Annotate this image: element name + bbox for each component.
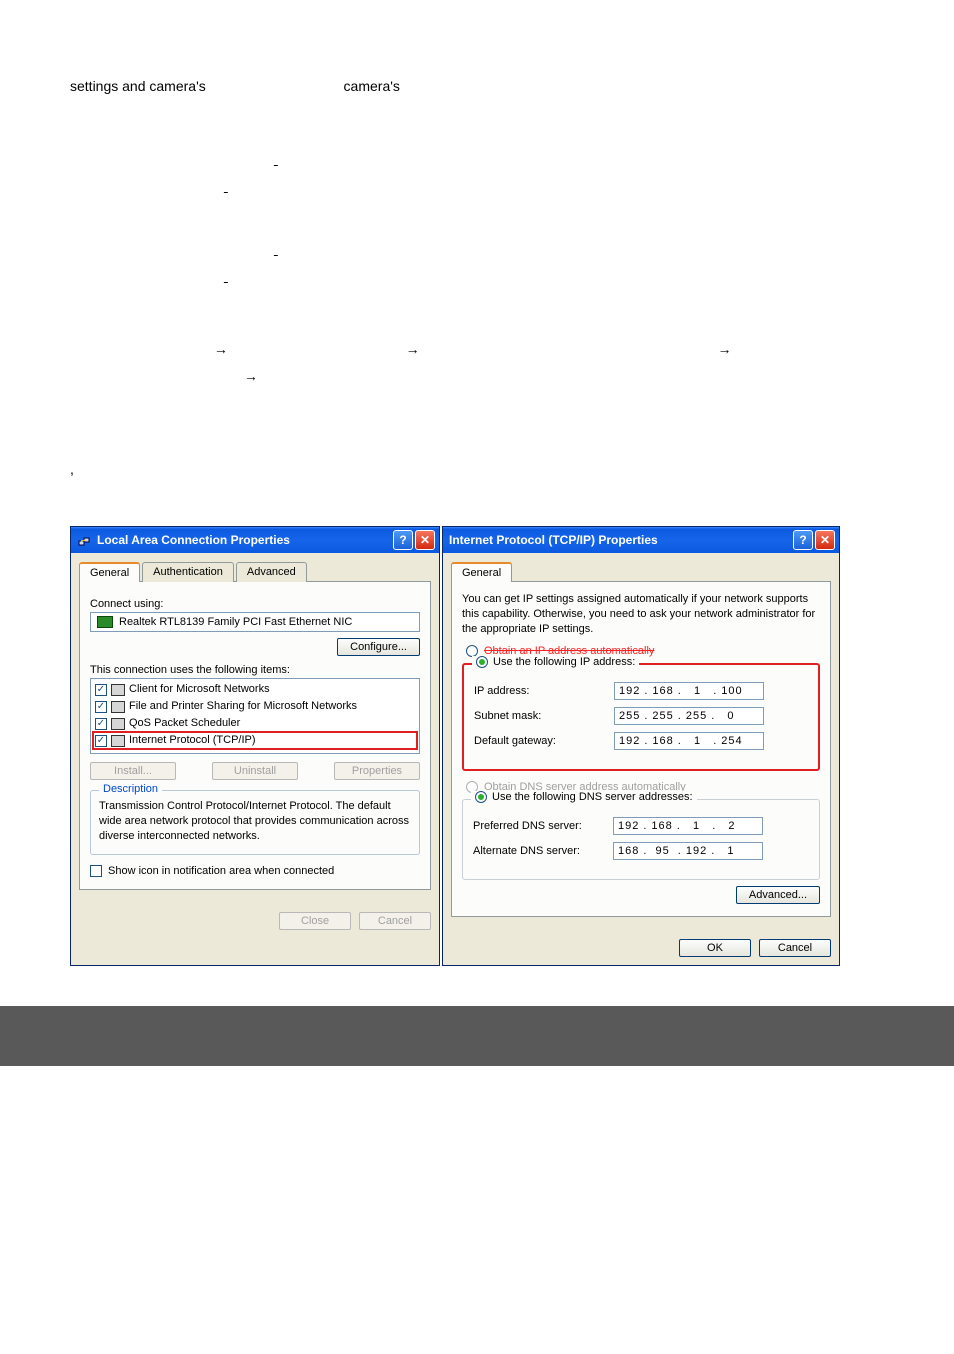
ok-button[interactable]: OK [679, 939, 751, 957]
description-legend: Description [99, 783, 162, 795]
use-following-label: Use the following IP address: [493, 656, 635, 668]
doc-line-underline-2 [70, 176, 894, 197]
use-following-row[interactable]: Use the following IP address: [472, 656, 639, 668]
doc-line-underline-3 [70, 239, 894, 260]
tab-strip: General Authentication Advanced [79, 561, 431, 582]
radio-icon[interactable] [476, 656, 488, 668]
item-label: File and Printer Sharing for Microsoft N… [129, 699, 357, 714]
subnet-input[interactable]: 255.255.255. 0 [614, 707, 764, 725]
show-icon-row[interactable]: Show icon in notification area when conn… [90, 865, 420, 877]
dns-fieldset: Use the following DNS server addresses: … [462, 799, 820, 880]
ip-fieldset: Use the following IP address: IP address… [462, 663, 820, 771]
items-label: This connection uses the following items… [90, 664, 420, 676]
description-groupbox: Description Transmission Control Protoco… [90, 790, 420, 855]
subnet-row: Subnet mask: 255.255.255. 0 [474, 707, 808, 725]
dialog-title: Internet Protocol (TCP/IP) Properties [449, 533, 791, 547]
cancel-button: Cancel [359, 912, 431, 930]
ip-label: IP address: [474, 685, 614, 697]
dns-use-label: Use the following DNS server addresses: [492, 791, 693, 803]
local-area-connection-dialog: Local Area Connection Properties ? ✕ Gen… [70, 526, 440, 966]
doc-nav-line: → → → [70, 339, 894, 360]
doc-comma-line: , [70, 459, 894, 480]
alt-dns-input[interactable]: 168. 95 .192. 1 [613, 842, 763, 860]
configure-button[interactable]: Configure... [337, 638, 420, 656]
help-button[interactable]: ? [393, 530, 413, 550]
tab-strip: General [451, 561, 831, 582]
dialog-title: Local Area Connection Properties [97, 533, 391, 547]
ip-row: IP address: 192.168. 1 .100 [474, 682, 808, 700]
nic-icon [97, 616, 113, 628]
close-button[interactable]: ✕ [815, 530, 835, 550]
checkbox-icon[interactable]: ✓ [95, 701, 107, 713]
connect-using-label: Connect using: [90, 598, 420, 610]
doc-nav-line-2: → [70, 366, 894, 387]
page-footer-bar [0, 1006, 954, 1066]
list-item[interactable]: ✓ Client for Microsoft Networks [93, 681, 417, 698]
item-label: Client for Microsoft Networks [129, 682, 270, 697]
gateway-label: Default gateway: [474, 735, 614, 747]
nic-field: Realtek RTL8139 Family PCI Fast Ethernet… [90, 612, 420, 632]
alt-dns-row: Alternate DNS server: 168. 95 .192. 1 [473, 842, 809, 860]
checkbox-icon[interactable]: ✓ [95, 718, 107, 730]
close-button-bottom: Close [279, 912, 351, 930]
ip-input[interactable]: 192.168. 1 .100 [614, 682, 764, 700]
doc-line-underline-1 [70, 149, 894, 170]
dns-use-row[interactable]: Use the following DNS server addresses: [471, 791, 697, 803]
checkbox-icon[interactable] [90, 865, 102, 877]
item-label: QoS Packet Scheduler [129, 716, 240, 731]
network-icon [77, 533, 91, 547]
tab-general[interactable]: General [79, 562, 140, 582]
cancel-button[interactable]: Cancel [759, 939, 831, 957]
tcpip-properties-dialog: Internet Protocol (TCP/IP) Properties ? … [442, 526, 840, 966]
description-text: Transmission Control Protocol/Internet P… [99, 799, 411, 844]
tab-advanced[interactable]: Advanced [236, 562, 307, 582]
tab-general[interactable]: General [451, 562, 512, 582]
advanced-button[interactable]: Advanced... [736, 886, 820, 904]
alt-dns-label: Alternate DNS server: [473, 845, 613, 857]
pref-dns-input[interactable]: 192.168. 1 . 2 [613, 817, 763, 835]
doc-line-1: settings and camera's camera's [70, 76, 894, 97]
pref-dns-row: Preferred DNS server: 192.168. 1 . 2 [473, 817, 809, 835]
show-icon-label: Show icon in notification area when conn… [108, 865, 334, 877]
properties-button: Properties [334, 762, 420, 780]
gateway-input[interactable]: 192.168. 1 .254 [614, 732, 764, 750]
item-label: Internet Protocol (TCP/IP) [129, 733, 256, 748]
checkbox-icon[interactable]: ✓ [95, 735, 107, 747]
checkbox-icon[interactable]: ✓ [95, 684, 107, 696]
items-listbox[interactable]: ✓ Client for Microsoft Networks ✓ File a… [90, 678, 420, 754]
tab-authentication[interactable]: Authentication [142, 562, 234, 582]
titlebar[interactable]: Local Area Connection Properties ? ✕ [71, 527, 439, 553]
doc-line-underline-4 [70, 266, 894, 287]
nic-name: Realtek RTL8139 Family PCI Fast Ethernet… [119, 616, 352, 628]
titlebar[interactable]: Internet Protocol (TCP/IP) Properties ? … [443, 527, 839, 553]
list-item-tcpip[interactable]: ✓ Internet Protocol (TCP/IP) [92, 731, 418, 750]
list-item[interactable]: ✓ QoS Packet Scheduler [93, 715, 417, 732]
install-button: Install... [90, 762, 176, 780]
service-icon [111, 701, 125, 713]
client-icon [111, 684, 125, 696]
list-item[interactable]: ✓ File and Printer Sharing for Microsoft… [93, 698, 417, 715]
close-button[interactable]: ✕ [415, 530, 435, 550]
info-text: You can get IP settings assigned automat… [462, 592, 820, 637]
radio-icon[interactable] [475, 791, 487, 803]
subnet-label: Subnet mask: [474, 710, 614, 722]
pref-dns-label: Preferred DNS server: [473, 820, 613, 832]
document-text-area: settings and camera's camera's → → → → , [0, 0, 954, 526]
help-button[interactable]: ? [793, 530, 813, 550]
qos-icon [111, 718, 125, 730]
protocol-icon [111, 735, 125, 747]
gateway-row: Default gateway: 192.168. 1 .254 [474, 732, 808, 750]
uninstall-button: Uninstall [212, 762, 298, 780]
